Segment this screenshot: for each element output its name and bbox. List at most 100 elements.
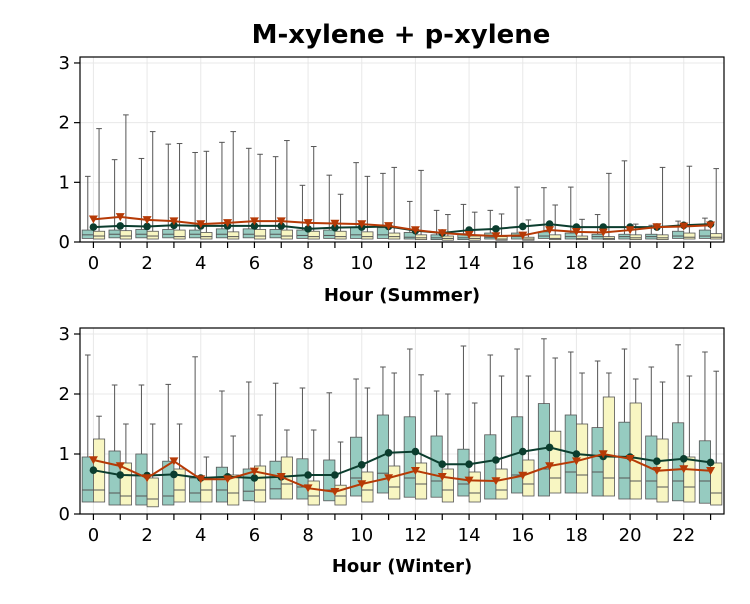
- mean-point-triangle: [571, 457, 581, 466]
- box-iqr: [269, 229, 282, 239]
- x-tick-label: 6: [249, 253, 260, 274]
- x-tick-label: 2: [141, 253, 152, 274]
- box-iqr: [618, 421, 631, 500]
- box-iqr: [415, 234, 428, 241]
- mean-point-triangle: [384, 474, 394, 483]
- axes-frame: [79, 327, 725, 515]
- mean-point-triangle: [491, 232, 501, 241]
- mean-point-triangle: [330, 488, 340, 496]
- mean-point-circle: [304, 225, 312, 233]
- mean-point-triangle: [196, 220, 206, 229]
- mean-point-triangle: [142, 216, 152, 225]
- mean-point-triangle: [330, 219, 340, 228]
- mean-point-triangle: [625, 226, 635, 235]
- x-tick-label: 22: [672, 525, 695, 546]
- x-axis-label: Hour (Winter): [332, 556, 472, 577]
- x-tick-label: 18: [565, 525, 588, 546]
- mean-point-circle: [143, 222, 151, 231]
- box-iqr: [227, 231, 240, 240]
- mean-point-triangle: [491, 477, 501, 486]
- chart-title: M-xylene + p-xylene: [252, 20, 551, 50]
- mean-point-triangle: [652, 223, 662, 232]
- mean-point-circle: [277, 222, 286, 230]
- mean-point-triangle: [249, 467, 259, 476]
- mean-point-circle: [384, 449, 393, 457]
- mean-point-triangle: [464, 476, 474, 485]
- x-tick-label: 0: [88, 525, 99, 546]
- y-tick-label: 2: [59, 384, 70, 405]
- mean-point-triangle: [545, 226, 555, 235]
- x-tick-label: 18: [565, 253, 588, 274]
- mean-point-triangle: [518, 471, 528, 480]
- x-tick-label: 20: [619, 525, 642, 546]
- box-iqr: [361, 471, 374, 503]
- x-tick-label: 16: [511, 525, 534, 546]
- box-iqr: [227, 474, 240, 506]
- box-iqr: [200, 232, 213, 240]
- mean-point-triangle: [437, 229, 447, 238]
- y-tick-label: 3: [59, 324, 70, 345]
- mean-point-circle: [170, 470, 178, 479]
- mean-point-triangle: [545, 462, 555, 471]
- box-iqr: [280, 229, 293, 240]
- x-tick-label: 14: [458, 253, 481, 274]
- x-tick-label: 20: [619, 253, 642, 274]
- y-tick-label: 1: [59, 172, 70, 193]
- x-tick-label: 4: [195, 525, 206, 546]
- box-iqr: [254, 465, 267, 503]
- y-tick-label: 3: [59, 53, 70, 74]
- x-axis-label: Hour (Summer): [324, 285, 480, 306]
- mean-point-circle: [304, 471, 312, 479]
- box-iqr: [468, 471, 481, 503]
- mean-point-triangle: [679, 465, 689, 474]
- x-tick-label: 2: [141, 525, 152, 546]
- y-tick-label: 1: [59, 444, 70, 465]
- x-tick-label: 8: [302, 253, 313, 274]
- mean-line-2: [93, 215, 711, 238]
- box-iqr: [484, 434, 497, 500]
- box-iqr: [683, 456, 696, 503]
- axes-frame: [79, 56, 725, 243]
- x-tick-label: 10: [350, 525, 373, 546]
- box-iqr: [683, 232, 696, 240]
- mean-point-triangle: [276, 473, 286, 481]
- x-tick-label: 0: [88, 253, 99, 274]
- box-iqr: [242, 228, 255, 239]
- box-iqr: [93, 230, 106, 240]
- x-tick-label: 4: [195, 253, 206, 274]
- mean-point-triangle: [410, 467, 420, 475]
- mean-point-circle: [116, 471, 125, 479]
- box-iqr: [361, 231, 374, 240]
- x-tick-label: 22: [672, 253, 695, 274]
- mean-point-triangle: [679, 222, 689, 231]
- box-iqr: [629, 402, 642, 500]
- box-iqr: [441, 468, 454, 503]
- box-iqr: [81, 456, 94, 503]
- box-iqr: [307, 480, 320, 506]
- box-iqr: [656, 234, 669, 241]
- mean-point-circle: [89, 223, 98, 231]
- mean-point-triangle: [518, 231, 528, 240]
- mean-point-triangle: [571, 228, 581, 237]
- x-tick-label: 16: [511, 253, 534, 274]
- x-tick-label: 10: [350, 253, 373, 274]
- box-iqr: [215, 466, 228, 503]
- box-iqr: [495, 468, 508, 500]
- mean-point-circle: [331, 471, 339, 479]
- mean-point-circle: [89, 466, 98, 475]
- box-iqr: [135, 229, 148, 239]
- box-iqr: [334, 230, 347, 240]
- mean-point-triangle: [652, 467, 662, 475]
- box-iqr: [135, 453, 148, 506]
- box-iqr: [698, 440, 711, 504]
- mean-point-circle: [518, 447, 527, 456]
- y-tick-label: 0: [59, 504, 70, 525]
- mean-point-triangle: [625, 455, 635, 463]
- mean-point-circle: [357, 461, 366, 469]
- mean-point-triangle: [384, 222, 394, 231]
- x-tick-label: 12: [404, 525, 427, 546]
- box-iqr: [457, 448, 470, 497]
